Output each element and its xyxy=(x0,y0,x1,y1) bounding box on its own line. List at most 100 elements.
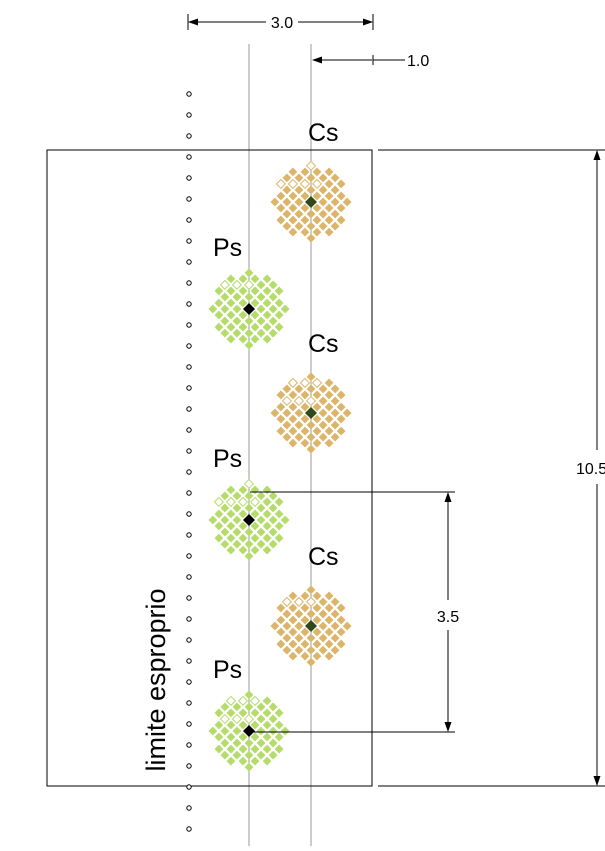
plant-leaf-marker xyxy=(262,497,272,507)
plant-leaf-marker xyxy=(288,167,298,177)
plant-leaf-marker xyxy=(244,328,254,338)
plant-leaf-marker xyxy=(225,695,237,706)
plant-leaf-marker xyxy=(232,491,242,501)
plant-leaf-marker xyxy=(232,328,242,338)
plant-leaf-marker xyxy=(244,690,254,700)
boundary-dot xyxy=(186,238,192,244)
plant-leaf-marker xyxy=(220,292,230,302)
boundary-dot xyxy=(186,91,192,97)
boundary-dot xyxy=(186,532,192,538)
boundary-dot xyxy=(186,196,192,202)
plant-leaf-marker xyxy=(250,756,260,766)
plant-leaf-marker xyxy=(274,298,284,308)
plant-leaf-marker xyxy=(262,720,272,730)
plant-leaf-marker xyxy=(287,178,299,190)
plant-leaf-marker xyxy=(288,591,298,601)
plant-leaf-marker xyxy=(336,603,346,613)
plant-leaf-marker xyxy=(262,521,272,531)
plant-leaf-marker xyxy=(232,503,242,513)
plant-leaf-marker xyxy=(300,215,310,225)
plant-leaf-marker xyxy=(276,603,286,613)
plant-leaf-marker xyxy=(250,732,260,742)
plant-leaf-marker xyxy=(282,408,292,418)
plant-leaf-marker xyxy=(306,372,316,382)
plant-leaf-marker xyxy=(330,597,340,607)
plant-leaf-marker xyxy=(294,197,304,207)
plant-leaf-marker xyxy=(276,414,286,424)
plant-leaf-marker xyxy=(270,408,280,418)
plant-leaf-marker xyxy=(306,657,316,667)
plant-leaf-marker xyxy=(288,438,298,448)
plant-leaf-marker xyxy=(318,609,328,619)
boundary-dot xyxy=(186,805,192,811)
plant-leaf-marker xyxy=(274,732,284,742)
plant-leaf-marker xyxy=(256,491,266,501)
plant-leaf-marker xyxy=(262,509,272,519)
plant-leaf-marker xyxy=(262,744,272,754)
plant-leaf-marker xyxy=(220,328,230,338)
plant-leaf-marker xyxy=(226,509,236,519)
plant-leaf-marker xyxy=(288,639,298,649)
plant-leaf-marker xyxy=(300,651,310,661)
plant-leaf-marker xyxy=(238,533,248,543)
boundary-dot xyxy=(186,742,192,748)
plant-center-marker xyxy=(305,620,317,632)
plant-leaf-marker xyxy=(300,591,310,601)
plant-leaf-marker xyxy=(256,726,266,736)
plant-leaf-marker xyxy=(300,414,310,424)
plant-leaf-marker xyxy=(330,621,340,631)
plant-leaf-marker xyxy=(244,340,254,350)
plant-leaf-marker xyxy=(270,197,280,207)
plant-leaf-marker xyxy=(244,539,254,549)
height-dimension: 10.5 xyxy=(378,149,605,787)
plant-leaf-marker xyxy=(336,179,346,189)
plant-ps xyxy=(208,690,290,772)
plant-leaf-marker xyxy=(306,420,316,430)
plant-leaf-marker xyxy=(300,203,310,213)
plant-leaf-marker xyxy=(318,621,328,631)
plant-leaf-marker xyxy=(294,221,304,231)
plant-leaf-marker xyxy=(226,708,236,718)
plant-leaf-marker xyxy=(226,310,236,320)
plant-leaf-marker xyxy=(282,221,292,231)
plant-leaf-marker xyxy=(336,191,346,201)
spacing-dimension: 3.5 xyxy=(250,491,459,733)
plant-leaf-marker xyxy=(324,627,334,637)
boundary-dot xyxy=(186,322,192,328)
plant-leaf-marker xyxy=(226,533,236,543)
plant-leaf-marker xyxy=(330,609,340,619)
boundary-dot xyxy=(186,133,192,139)
plant-leaf-marker xyxy=(268,750,278,760)
plant-leaf-marker xyxy=(318,420,328,430)
plant-leaf-marker xyxy=(288,426,298,436)
plant-leaf-marker xyxy=(330,408,340,418)
plant-leaf-marker xyxy=(330,185,340,195)
plant-leaf-marker xyxy=(262,334,272,344)
boundary-dot xyxy=(186,343,192,349)
plant-leaf-marker xyxy=(256,292,266,302)
plant-leaf-marker xyxy=(238,310,248,320)
plant-ps xyxy=(208,478,290,561)
plant-leaf-marker xyxy=(238,274,248,284)
plant-leaf-marker xyxy=(226,720,236,730)
plant-leaf-marker xyxy=(294,173,304,183)
plant-center-marker xyxy=(243,303,255,315)
plant-leaf-marker xyxy=(256,280,266,290)
plant-leaf-marker xyxy=(330,633,340,643)
plant-leaf-marker xyxy=(256,750,266,760)
plant-leaf-marker xyxy=(306,221,316,231)
plant-leaf-marker xyxy=(232,738,242,748)
plant-leaf-marker xyxy=(282,209,292,219)
plant-leaf-marker xyxy=(336,615,346,625)
plant-leaf-marker xyxy=(336,426,346,436)
offset-dimension-label: 1.0 xyxy=(407,53,429,70)
boundary-dot xyxy=(186,448,192,454)
boundary-dot xyxy=(186,637,192,643)
plant-center-marker xyxy=(305,407,317,419)
plant-leaf-marker xyxy=(244,750,254,760)
plant-leaf-marker xyxy=(288,203,298,213)
plant-leaf-marker xyxy=(220,726,230,736)
plant-leaf-marker xyxy=(300,390,310,400)
plant-leaf-marker xyxy=(238,756,248,766)
